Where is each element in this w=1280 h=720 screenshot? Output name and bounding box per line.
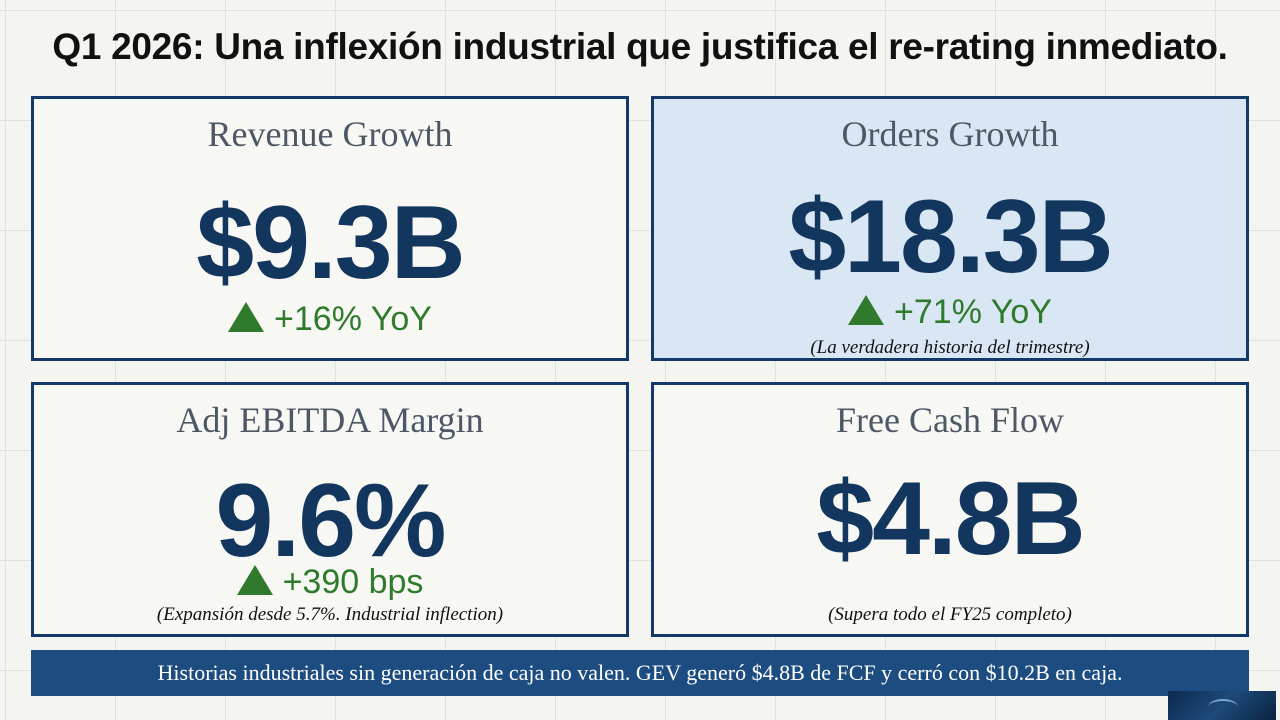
up-triangle-icon xyxy=(236,565,273,595)
revenue-growth-card: Revenue Growth $9.3B +16% YoY xyxy=(31,96,629,361)
card-change-text: +71% YoY xyxy=(894,293,1052,331)
card-change-text: +390 bps xyxy=(282,563,424,601)
card-label: Orders Growth xyxy=(841,114,1059,154)
page-title: Q1 2026: Una inflexión industrial que ju… xyxy=(52,26,1228,67)
free-cash-flow-card: Free Cash Flow $4.8B (Supera todo el FY2… xyxy=(651,382,1249,637)
card-value: 9.6% xyxy=(215,463,446,579)
ebitda-margin-card: Adj EBITDA Margin 9.6% +390 bps (Expansi… xyxy=(31,382,629,637)
card-value: $4.8B xyxy=(816,461,1086,577)
up-triangle-icon xyxy=(228,302,265,332)
card-value: $9.3B xyxy=(196,185,466,301)
corner-logo-thumbnail xyxy=(1168,691,1276,720)
footer-banner: Historias industriales sin generación de… xyxy=(31,650,1249,696)
card-label: Adj EBITDA Margin xyxy=(176,400,484,440)
card-change: +71% YoY xyxy=(654,295,1246,329)
card-note: (Supera todo el FY25 completo) xyxy=(828,604,1072,625)
orders-growth-card: Orders Growth $18.3B +71% YoY (La verdad… xyxy=(651,96,1249,361)
card-change: +390 bps xyxy=(34,565,626,599)
card-note: (Expansión desde 5.7%. Industrial inflec… xyxy=(156,604,504,625)
card-note: (La verdadera historia del trimestre) xyxy=(810,337,1090,358)
up-triangle-icon xyxy=(848,295,885,325)
card-label: Revenue Growth xyxy=(207,114,453,154)
card-change-text: +16% YoY xyxy=(274,300,432,338)
card-label: Free Cash Flow xyxy=(836,400,1064,440)
card-change: +16% YoY xyxy=(34,302,626,336)
card-value: $18.3B xyxy=(788,179,1113,295)
